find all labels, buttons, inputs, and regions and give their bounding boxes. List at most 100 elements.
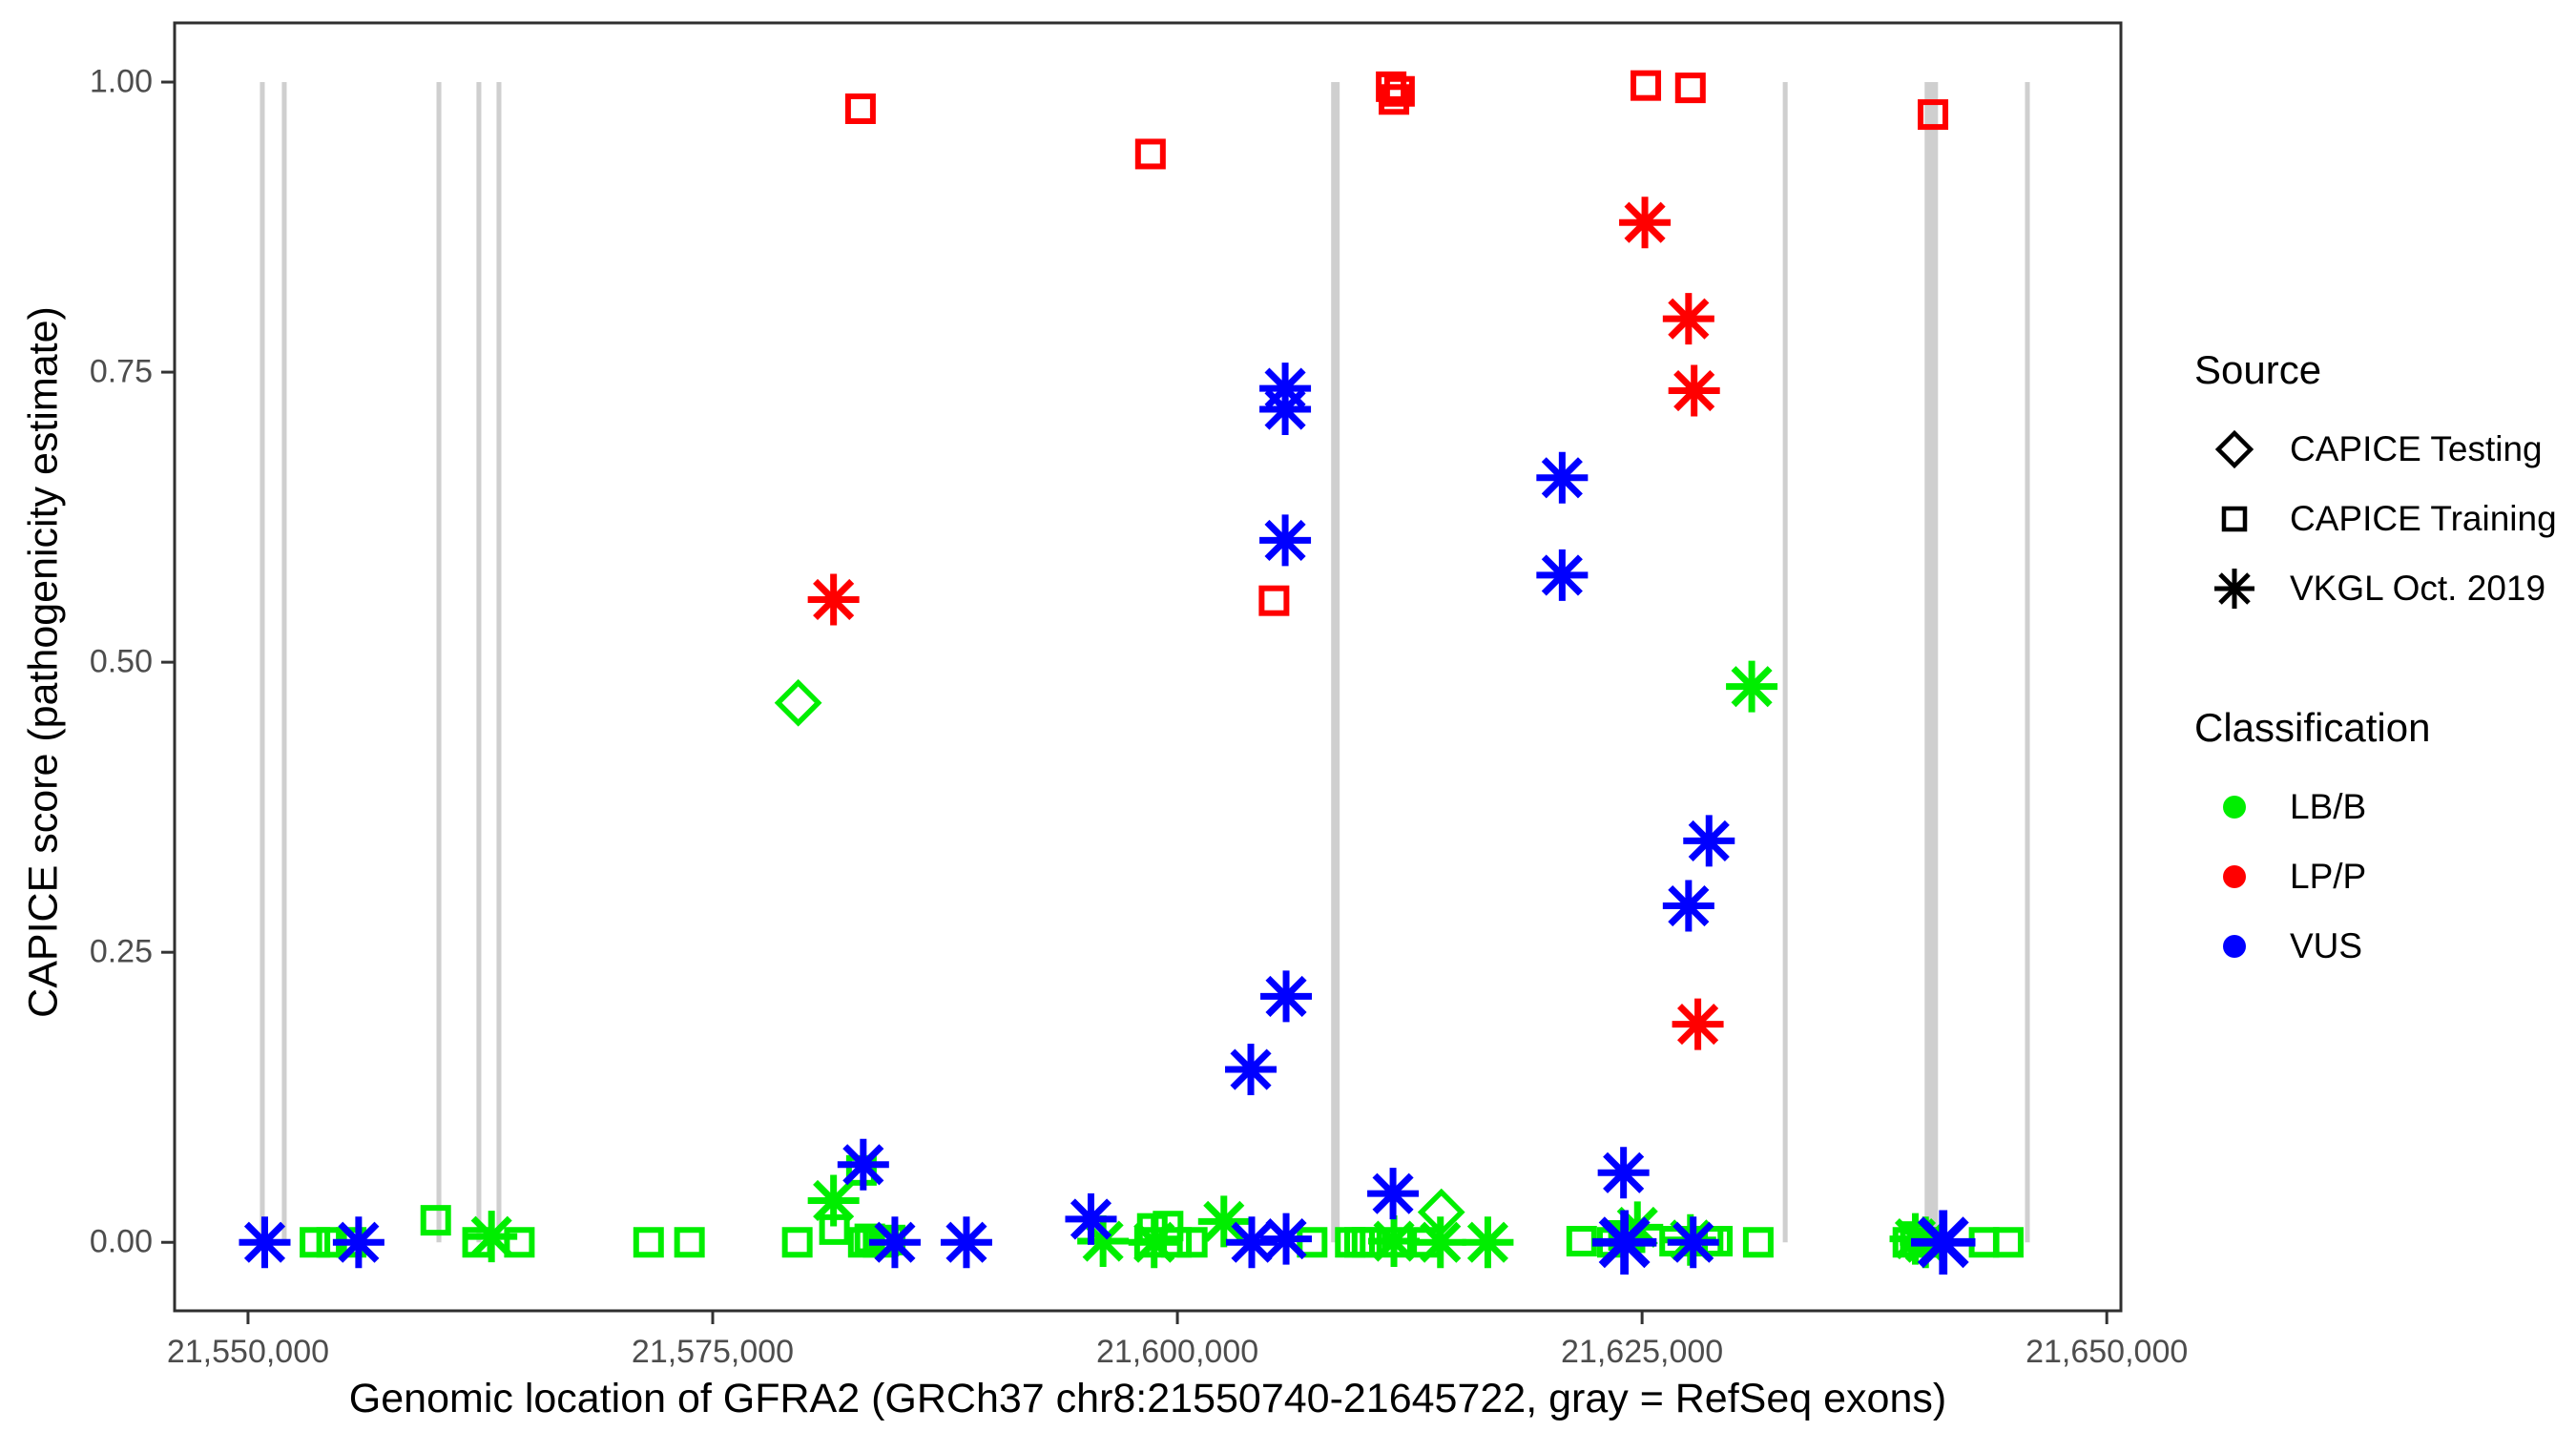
lpp-dot-icon [2223,864,2246,888]
legend-item-capice-testing: CAPICE Testing [2194,414,2566,484]
legend-gap [2194,623,2566,699]
data-point-square [1566,1226,1597,1257]
data-point-asterisk [1259,384,1312,435]
data-point-asterisk [940,1216,992,1269]
data-point-asterisk [1591,1210,1657,1275]
refseq-exon-bar [1924,82,1939,1243]
refseq-exon-bar [1331,82,1340,1243]
data-point-square [844,93,876,124]
data-point-diamond [774,678,822,727]
x-tick-label: 21,600,000 [1095,1334,1259,1370]
data-point-asterisk [1536,549,1589,601]
data-point-asterisk [1065,1192,1117,1245]
data-point-asterisk [1259,514,1312,567]
data-point-square [1968,1227,2000,1258]
data-point-square [1379,84,1410,115]
legend-source-items: CAPICE Testing CAPICE Training VKGL [2194,414,2566,623]
y-tick-label: 0.75 [89,353,153,390]
legend-label: VKGL Oct. 2019 [2290,568,2546,608]
x-tick-label: 21,650,000 [2025,1334,2189,1370]
data-point-square [674,1227,705,1258]
refseq-exon-bar [260,82,265,1243]
data-point-asterisk [1726,660,1778,713]
data-point-square [1297,1227,1328,1258]
data-point-square [1383,75,1415,107]
legend-item-capice-training: CAPICE Training [2194,484,2566,553]
legend: Source CAPICE Testing CAPICE Training [2194,342,2566,981]
square-icon [2221,506,2248,531]
legend-source-title: Source [2194,347,2322,392]
data-point-asterisk [1368,1215,1421,1268]
legend-item-vkgl: VKGL Oct. 2019 [2194,553,2566,623]
diamond-icon [2214,429,2254,468]
data-point-asterisk [1226,1216,1278,1269]
data-point-asterisk [837,1138,889,1191]
data-point-asterisk [1260,970,1313,1023]
asterisk-icon [2214,568,2254,609]
y-tick-label: 0.00 [89,1223,153,1260]
data-point-square [1918,99,1949,131]
data-point-square [781,1227,813,1258]
data-point-square [1674,73,1706,104]
x-tick-label: 21,550,000 [166,1334,330,1370]
vus-dot-icon [2223,934,2246,958]
data-point-asterisk [1414,1216,1466,1269]
data-point-asterisk [1910,1210,1976,1275]
data-point-square [633,1227,664,1258]
data-point-square [504,1227,535,1258]
y-tick-label: 1.00 [89,63,153,100]
data-point-asterisk [1536,451,1589,504]
x-tick-label: 21,625,000 [1561,1334,1724,1370]
data-point-asterisk [868,1216,921,1269]
data-point-asterisk [1683,815,1735,867]
legend-label: LP/P [2290,856,2367,896]
lbb-dot-icon [2223,795,2246,819]
legend-label: CAPICE Testing [2290,428,2543,468]
legend-classification-items: LB/B LP/P VUS [2194,772,2566,981]
legend-item-lbb: LB/B [2194,772,2566,841]
x-axis-title: Genomic location of GFRA2 (GRCh37 chr8:2… [348,1376,1947,1421]
refseq-exon-bar [436,82,442,1243]
data-point-square [1992,1227,2024,1258]
data-point-square [1631,70,1662,101]
y-tick-label: 0.50 [89,643,153,680]
data-point-asterisk [1597,1147,1650,1199]
data-point-asterisk [1619,197,1672,249]
refseq-exon-bar [281,82,287,1243]
data-point-asterisk [1662,880,1714,932]
legend-item-vus: VUS [2194,911,2566,981]
data-point-square [1258,585,1290,616]
data-point-asterisk [1197,1195,1250,1248]
data-point-asterisk [1225,1044,1278,1096]
legend-classification-title: Classification [2194,705,2431,750]
y-tick-label: 0.25 [89,933,153,970]
data-point-asterisk [1128,1216,1180,1269]
data-point-asterisk [239,1216,291,1269]
data-point-asterisk [332,1216,384,1269]
legend-item-lpp: LP/P [2194,841,2566,911]
data-point-square [1176,1227,1208,1258]
data-point-square [420,1205,451,1236]
legend-label: VUS [2290,925,2363,965]
legend-label: CAPICE Training [2290,498,2557,538]
data-point-square [1134,138,1166,170]
x-tick-label: 21,575,000 [631,1334,795,1370]
data-point-asterisk [807,1174,860,1227]
data-point-asterisk [466,1211,518,1263]
refseq-exon-bar [2025,82,2030,1243]
refseq-exon-bar [496,82,502,1243]
data-point-square [300,1227,331,1258]
data-point-asterisk [1667,1216,1719,1269]
legend-label: LB/B [2290,786,2367,826]
data-point-square [1742,1227,1774,1258]
panel-border [173,21,2123,1313]
data-point-asterisk [1668,364,1720,417]
data-point-asterisk [1662,293,1714,345]
refseq-exon-bar [1782,82,1788,1243]
data-point-asterisk [1367,1168,1420,1220]
data-point-asterisk [1260,1213,1313,1265]
data-point-asterisk [1462,1216,1514,1269]
refseq-exon-bar [476,82,482,1243]
